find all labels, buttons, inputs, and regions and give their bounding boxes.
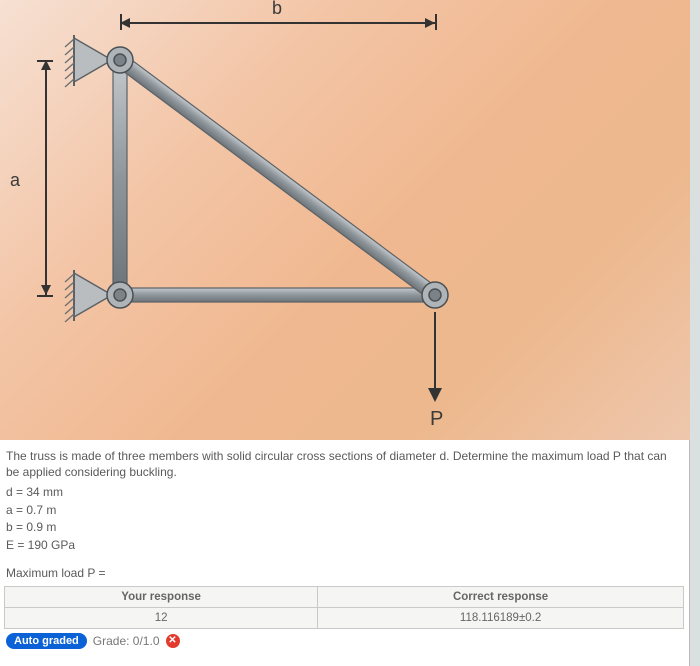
given-values: d = 34 mm a = 0.7 m b = 0.9 m E = 190 GP… (0, 482, 689, 556)
grade-text: Grade: 0/1.0 (93, 634, 160, 648)
label-P: P (430, 408, 443, 431)
problem-description: The truss is made of three members with … (0, 440, 689, 482)
var-d: d = 34 mm (6, 484, 683, 501)
your-response-value: 12 (5, 607, 318, 628)
incorrect-icon: ✕ (166, 634, 180, 648)
load-P-head (428, 388, 442, 402)
col-correct-response: Correct response (318, 586, 684, 607)
response-table: Your response Correct response 12 118.11… (4, 586, 684, 629)
grade-row: Auto graded Grade: 0/1.0 ✕ (0, 629, 689, 653)
answer-prompt: Maximum load P = (0, 556, 689, 584)
truss-diagram: b a (0, 0, 690, 440)
problem-page: b a (0, 0, 690, 666)
col-your-response: Your response (5, 586, 318, 607)
auto-graded-pill: Auto graded (6, 633, 87, 649)
correct-response-value: 118.116189±0.2 (318, 607, 684, 628)
var-E: E = 190 GPa (6, 537, 683, 554)
var-a: a = 0.7 m (6, 502, 683, 519)
truss-members (0, 0, 690, 440)
var-b: b = 0.9 m (6, 519, 683, 536)
load-P-shaft (434, 312, 436, 390)
